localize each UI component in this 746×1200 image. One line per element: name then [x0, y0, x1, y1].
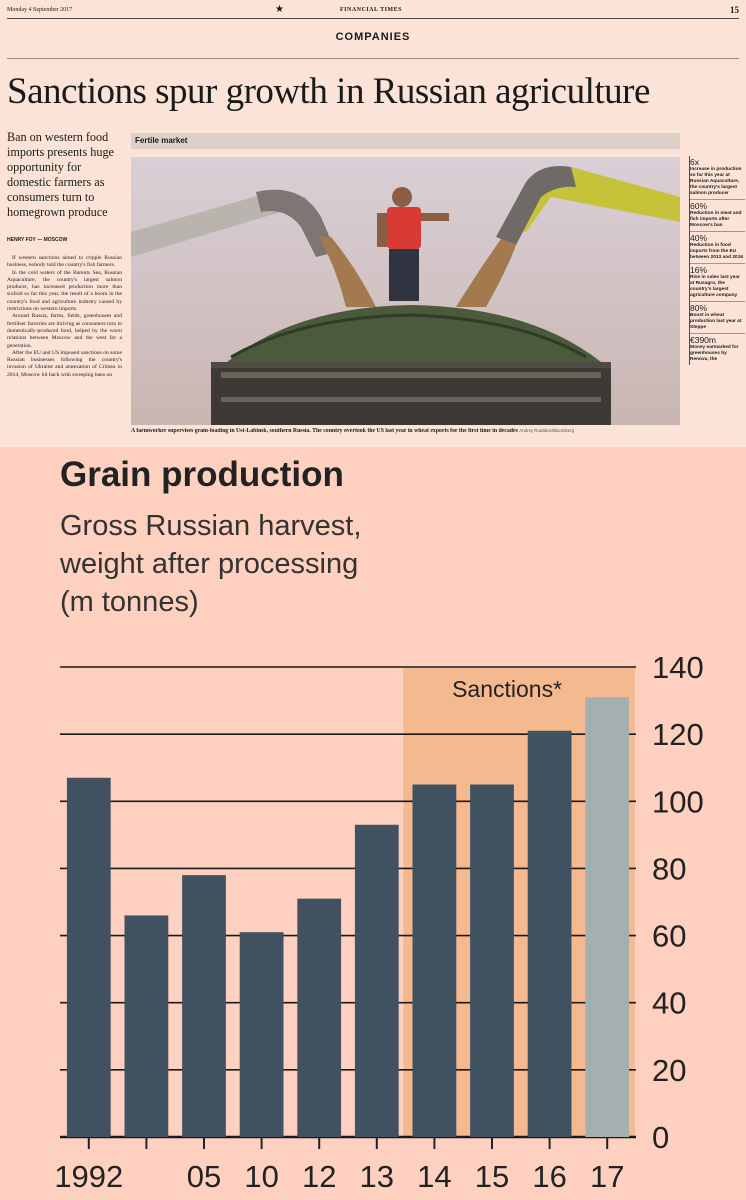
- y-tick-label: 60: [652, 919, 686, 954]
- y-tick-label: 120: [652, 717, 704, 752]
- byline: HENRY FOY — MOSCOW: [7, 237, 68, 243]
- chart-subtitle: Gross Russian harvest, weight after proc…: [60, 507, 361, 621]
- article-paragraph: Around Russia, farms, fields, greenhouse…: [7, 313, 122, 349]
- chart-subtitle-line: (m tonnes): [60, 586, 199, 618]
- harvest-photo: [131, 157, 680, 425]
- facts-sidebar: 6x Increase in production so far this yea…: [689, 156, 745, 365]
- bar: [182, 875, 226, 1137]
- bar: [412, 784, 457, 1137]
- x-tick-label: 17: [590, 1159, 624, 1194]
- newspaper-clipping: Monday 4 September 2017 ★ FINANCIAL TIME…: [0, 0, 746, 447]
- fact-item: 60% Reduction in meat and fish imports af…: [690, 200, 745, 232]
- bar: [66, 777, 111, 1137]
- y-tick-label: 20: [652, 1053, 686, 1088]
- x-tick-label: 12: [302, 1159, 336, 1194]
- caption-text: A farmworker supervises grain-loading in…: [131, 428, 518, 434]
- masthead-bar: Monday 4 September 2017 ★ FINANCIAL TIME…: [7, 4, 739, 18]
- fact-value: 60%: [690, 201, 708, 211]
- article-paragraph: In the cold waters of the Barents Sea, R…: [7, 269, 122, 313]
- fact-item: 16% Rise in sales last year at Rusagro, t…: [690, 264, 745, 302]
- bar: [297, 898, 342, 1137]
- fact-item: 40% Reduction in food imports from the EU…: [690, 232, 745, 264]
- fact-text: Increase in production so far this year …: [690, 167, 742, 196]
- fact-text: Reduction in food imports from the EU be…: [690, 243, 744, 260]
- headline: Sanctions spur growth in Russian agricul…: [7, 71, 650, 112]
- chart-subtitle-line: weight after processing: [60, 548, 359, 580]
- bar: [470, 784, 514, 1137]
- chart-title: Grain production: [60, 455, 344, 494]
- standfirst: Ban on western food imports presents hug…: [7, 130, 114, 219]
- article-paragraph: After the EU and US imposed sanctions on…: [7, 349, 122, 378]
- fact-item: €390m Money earmarked for greenhouses by …: [690, 334, 745, 365]
- issue-date: Monday 4 September 2017: [7, 7, 73, 13]
- chart-plot: Sanctions* 0 20 40 60 80 100 120 140 1992 05 10 12 13…: [54, 650, 704, 1194]
- x-tick-label: 16: [532, 1159, 566, 1194]
- fact-value: 6x: [690, 157, 699, 167]
- fact-text: Rise in sales last year at Rusagro, the …: [690, 275, 740, 298]
- fact-text: Money earmarked for greenhouses by Renov…: [690, 345, 739, 362]
- article-paragraph: If western sanctions aimed to cripple Ru…: [7, 255, 122, 269]
- bar: [527, 730, 572, 1137]
- fact-value: €390m: [690, 335, 716, 345]
- y-tick-label: 0: [652, 1120, 669, 1155]
- fact-value: 16%: [690, 265, 708, 275]
- divider: [7, 18, 739, 19]
- x-tick-label: 14: [417, 1159, 451, 1194]
- y-tick-label: 100: [652, 784, 704, 819]
- x-tick-label: 10: [244, 1159, 278, 1194]
- fact-value: 80%: [690, 303, 708, 313]
- divider: [7, 58, 739, 59]
- fact-item: 80% Boost in wheat production last year a…: [690, 302, 745, 334]
- bar: [585, 697, 630, 1137]
- fact-text: Boost in wheat production last year at S…: [690, 313, 742, 330]
- star-icon: ★: [275, 4, 284, 15]
- y-tick-label: 140: [652, 650, 704, 685]
- x-tick-label: 15: [475, 1159, 509, 1194]
- page-number: 15: [730, 5, 739, 15]
- chart-subtitle-line: Gross Russian harvest,: [60, 510, 362, 542]
- bar: [124, 915, 169, 1137]
- x-tick-label: 05: [187, 1159, 221, 1194]
- fact-text: Reduction in meat and fish imports after…: [690, 211, 742, 228]
- fact-item: 6x Increase in production so far this yea…: [690, 156, 745, 200]
- y-tick-label: 40: [652, 986, 686, 1021]
- y-tick-label: 80: [652, 851, 686, 886]
- bar: [239, 932, 284, 1137]
- sanctions-label: Sanctions*: [452, 676, 562, 702]
- article-body: If western sanctions aimed to cripple Ru…: [7, 255, 122, 439]
- fact-value: 40%: [690, 233, 708, 243]
- x-tick-label: 13: [360, 1159, 394, 1194]
- grain-production-chart: Grain production Gross Russian harvest, …: [0, 447, 746, 1200]
- photo-caption: A farmworker supervises grain-loading in…: [131, 428, 680, 434]
- x-tick-label: 1992: [54, 1159, 123, 1194]
- figure-title: Fertile market: [131, 133, 680, 149]
- masthead: FINANCIAL TIMES: [340, 7, 402, 13]
- section-label: COMPANIES: [335, 31, 411, 43]
- bar: [354, 824, 399, 1137]
- photo-credit: Andrey Rudakov/Bloomberg: [519, 428, 575, 433]
